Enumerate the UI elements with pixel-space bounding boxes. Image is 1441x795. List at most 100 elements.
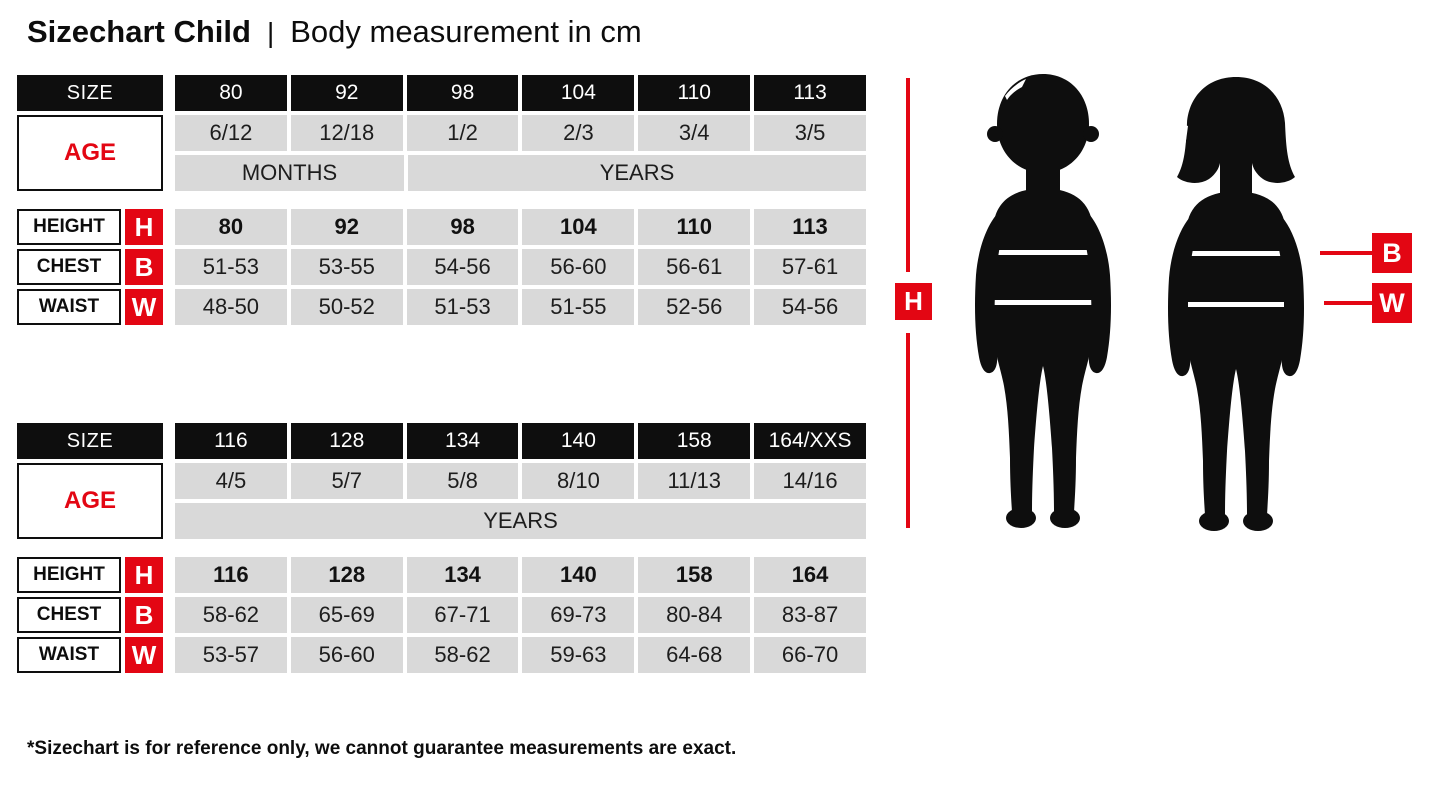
value-cell: 58-62 <box>406 637 519 673</box>
size-header-row: SIZE 80 92 98 104 110 113 <box>17 75 866 111</box>
size-cell: 116 <box>175 423 287 459</box>
height-letter-badge: H <box>125 557 163 593</box>
size-table-1: AGE SIZE 80 92 98 104 110 113 6/12 12/18… <box>17 75 866 329</box>
height-line-top <box>906 78 910 272</box>
girl-silhouette <box>1168 77 1304 531</box>
chest-letter-badge: B <box>125 249 163 285</box>
value-cell: 51-55 <box>522 289 635 325</box>
value-cell: 110 <box>638 209 751 245</box>
value-cell: 134 <box>406 557 519 593</box>
size-header-row: SIZE 116 128 134 140 158 164/XXS <box>17 423 866 459</box>
size-cell: 104 <box>522 75 635 111</box>
value-cell: 56-61 <box>638 249 751 285</box>
value-cell: 98 <box>406 209 519 245</box>
age-cell: 5/7 <box>290 463 403 499</box>
value-cell: 80-84 <box>638 597 751 633</box>
age-units-row: MONTHS YEARS <box>17 155 866 191</box>
age-label-box: AGE <box>17 115 163 191</box>
age-label-box: AGE <box>17 463 163 539</box>
size-cell: 158 <box>638 423 751 459</box>
value-cell: 54-56 <box>754 289 866 325</box>
value-cell: 52-56 <box>638 289 751 325</box>
value-cell: 128 <box>290 557 403 593</box>
size-header-label: SIZE <box>17 75 163 111</box>
age-cell: 4/5 <box>175 463 287 499</box>
size-table-2: AGE SIZE 116 128 134 140 158 164/XXS 4/5… <box>17 423 866 677</box>
age-label: AGE <box>63 487 116 514</box>
title-main: Sizechart Child <box>27 14 251 49</box>
value-cell: 69-73 <box>522 597 635 633</box>
age-units-row: YEARS <box>17 503 866 539</box>
chest-leader-line <box>1320 251 1373 255</box>
value-cell: 67-71 <box>406 597 519 633</box>
age-values-row: 4/5 5/7 5/8 8/10 11/13 14/16 <box>17 463 866 499</box>
size-cell: 140 <box>522 423 635 459</box>
value-cell: 66-70 <box>754 637 866 673</box>
size-cell: 113 <box>754 75 866 111</box>
label-area: CHEST B <box>17 249 163 285</box>
value-cell: 56-60 <box>290 637 403 673</box>
age-cell: 3/4 <box>638 115 751 151</box>
value-cell: 158 <box>638 557 751 593</box>
age-cell: 2/3 <box>522 115 635 151</box>
size-cell: 128 <box>290 423 403 459</box>
value-cell: 51-53 <box>406 289 519 325</box>
age-label: AGE <box>63 139 116 166</box>
height-row: HEIGHT H 116 128 134 140 158 164 <box>17 557 866 593</box>
age-cell: 1/2 <box>406 115 519 151</box>
waist-row: WAIST W 53-57 56-60 58-62 59-63 64-68 66… <box>17 637 866 673</box>
value-cell: 92 <box>290 209 403 245</box>
waist-label: WAIST <box>17 289 121 325</box>
label-area: SIZE <box>17 75 163 111</box>
age-cell: 3/5 <box>754 115 866 151</box>
chest-letter-badge: B <box>125 597 163 633</box>
waist-leader-line <box>1324 301 1373 305</box>
label-area: WAIST W <box>17 289 163 325</box>
label-area: WAIST W <box>17 637 163 673</box>
label-area: CHEST B <box>17 597 163 633</box>
waist-letter-badge: W <box>125 637 163 673</box>
value-cell: 53-57 <box>175 637 287 673</box>
value-cell: 56-60 <box>522 249 635 285</box>
page-title: Sizechart Child | Body measurement in cm <box>27 14 642 50</box>
value-cell: 65-69 <box>290 597 403 633</box>
value-cell: 104 <box>522 209 635 245</box>
height-badge: H <box>895 283 932 320</box>
height-label: HEIGHT <box>17 209 121 245</box>
value-cell: 58-62 <box>175 597 287 633</box>
value-cell: 48-50 <box>175 289 287 325</box>
value-cell: 80 <box>175 209 287 245</box>
value-cell: 83-87 <box>754 597 866 633</box>
label-area: SIZE <box>17 423 163 459</box>
value-cell: 54-56 <box>406 249 519 285</box>
chest-row: CHEST B 58-62 65-69 67-71 69-73 80-84 83… <box>17 597 866 633</box>
value-cell: 59-63 <box>522 637 635 673</box>
value-cell: 116 <box>175 557 287 593</box>
girl-waist-line <box>1188 302 1284 307</box>
value-cell: 50-52 <box>290 289 403 325</box>
size-cell: 164/XXS <box>754 423 866 459</box>
size-cell: 110 <box>638 75 751 111</box>
value-cell: 51-53 <box>175 249 287 285</box>
value-cell: 164 <box>754 557 866 593</box>
waist-label: WAIST <box>17 637 121 673</box>
waist-row: WAIST W 48-50 50-52 51-53 51-55 52-56 54… <box>17 289 866 325</box>
height-row: HEIGHT H 80 92 98 104 110 113 <box>17 209 866 245</box>
boy-waist-line <box>994 300 1092 305</box>
size-cell: 98 <box>406 75 519 111</box>
value-cell: 64-68 <box>638 637 751 673</box>
size-header-label: SIZE <box>17 423 163 459</box>
chest-badge: B <box>1372 233 1412 273</box>
unit-cell-years: YEARS <box>408 155 866 191</box>
girl-chest-line <box>1187 251 1285 256</box>
height-line-bottom <box>906 333 910 528</box>
boy-silhouette <box>975 74 1111 528</box>
age-cell: 6/12 <box>175 115 287 151</box>
height-label: HEIGHT <box>17 557 121 593</box>
age-cell: 14/16 <box>754 463 866 499</box>
height-letter-badge: H <box>125 209 163 245</box>
value-cell: 113 <box>754 209 866 245</box>
title-separator: | <box>266 17 275 48</box>
age-cell: 11/13 <box>638 463 751 499</box>
